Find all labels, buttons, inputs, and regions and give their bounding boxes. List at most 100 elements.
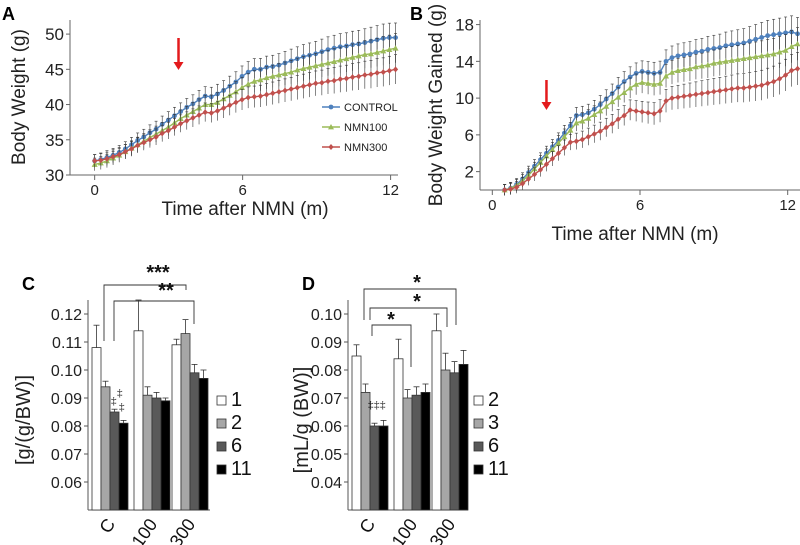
a-point bbox=[392, 45, 399, 51]
b-arrow-head bbox=[541, 102, 552, 110]
c-legend-label-1: 2 bbox=[231, 412, 242, 434]
a-point bbox=[251, 93, 257, 100]
c-category-label: 100 bbox=[128, 515, 162, 545]
b-point bbox=[716, 59, 723, 65]
c-bar bbox=[133, 330, 144, 511]
b-point bbox=[686, 65, 693, 72]
b-point bbox=[788, 43, 795, 50]
a-point bbox=[282, 70, 289, 76]
d-bar bbox=[378, 425, 389, 511]
a-point bbox=[300, 83, 307, 90]
a-ytick-label: 40 bbox=[45, 96, 64, 115]
b-point bbox=[549, 155, 556, 162]
b-point bbox=[543, 161, 550, 168]
b-point bbox=[698, 62, 705, 69]
a-point bbox=[374, 49, 381, 55]
a-point bbox=[171, 124, 178, 131]
d-legend-swatch-0 bbox=[473, 395, 484, 406]
b-point bbox=[585, 115, 592, 121]
c-bar bbox=[160, 400, 171, 511]
a-point bbox=[233, 99, 239, 106]
b-point bbox=[639, 69, 645, 74]
b-point bbox=[567, 139, 573, 146]
b-point bbox=[609, 98, 616, 105]
a-point bbox=[331, 58, 338, 64]
panel-b-xticks: 0 6 12 bbox=[488, 190, 796, 214]
a-point bbox=[116, 151, 122, 158]
b-point bbox=[657, 107, 663, 114]
b-point bbox=[531, 171, 538, 178]
a-point bbox=[374, 69, 380, 76]
d-ytick-label: 0.10 bbox=[311, 307, 342, 324]
d-bar bbox=[431, 330, 442, 511]
c-ytick-label: 0.08 bbox=[51, 419, 82, 436]
a-legend-label-1: NMN100 bbox=[344, 122, 387, 134]
a-point bbox=[275, 71, 282, 78]
panel-label-c: C bbox=[22, 274, 35, 294]
d-category-label: 300 bbox=[426, 515, 460, 545]
a-point bbox=[178, 120, 184, 127]
b-point bbox=[627, 74, 633, 80]
a-point bbox=[331, 77, 337, 84]
a-ytick-label: 45 bbox=[45, 60, 64, 79]
b-point bbox=[579, 118, 586, 124]
a-point bbox=[380, 69, 386, 76]
c-bar bbox=[171, 344, 182, 511]
b-point bbox=[771, 32, 777, 38]
b-xtick-label: 0 bbox=[488, 197, 496, 214]
a-point bbox=[343, 55, 350, 62]
c-legend-swatch-1 bbox=[216, 418, 227, 429]
b-point bbox=[615, 116, 621, 123]
b-ytick-label: 10 bbox=[455, 89, 474, 108]
a-point bbox=[110, 153, 116, 160]
a-point bbox=[153, 133, 159, 140]
d-bracket-3 bbox=[371, 324, 412, 367]
b-point bbox=[603, 124, 609, 131]
a-point bbox=[355, 52, 362, 59]
b-point bbox=[609, 120, 615, 127]
panel-d-yticks: 0.04 0.05 0.06 0.07 0.08 0.09 0.10 bbox=[311, 307, 348, 492]
b-point bbox=[615, 94, 622, 100]
panel-d-annotations: ***‡ ‡ ‡ bbox=[363, 272, 457, 411]
c-bar bbox=[180, 333, 191, 511]
c-legend-swatch-2 bbox=[216, 441, 227, 452]
a-xtick-label: 0 bbox=[90, 182, 98, 199]
b-point bbox=[674, 67, 681, 73]
c-legend-label-0: 1 bbox=[231, 389, 242, 411]
panel-b-xlabel: Time after NMN (m) bbox=[551, 224, 718, 245]
b-series-line-2 bbox=[504, 68, 798, 191]
b-point bbox=[753, 83, 759, 90]
c-bracket-top bbox=[103, 284, 187, 341]
b-point bbox=[692, 63, 699, 70]
panel-a-ylabel: Body Weight (g) bbox=[9, 29, 30, 165]
b-point bbox=[765, 80, 771, 87]
a-point bbox=[331, 45, 337, 51]
a-point bbox=[325, 78, 331, 85]
a-point bbox=[104, 155, 110, 162]
a-point bbox=[294, 84, 300, 91]
b-point bbox=[723, 43, 729, 49]
a-point bbox=[343, 75, 350, 82]
b-point bbox=[633, 81, 640, 87]
b-point bbox=[591, 130, 597, 137]
c-ytick-label: 0.07 bbox=[51, 447, 82, 464]
b-point bbox=[555, 140, 562, 146]
b-point bbox=[537, 166, 544, 173]
a-point bbox=[98, 157, 104, 164]
a-point bbox=[361, 51, 368, 57]
d-bar bbox=[411, 394, 422, 511]
d-ytick-label: 0.06 bbox=[311, 419, 342, 436]
b-point bbox=[633, 70, 639, 76]
panel-a-yticks: 30 35 40 45 50 bbox=[45, 25, 70, 185]
panel-c-yticks: 0.06 0.07 0.08 0.09 0.10 0.11 0.12 bbox=[51, 307, 88, 492]
c-bar bbox=[151, 397, 162, 511]
c-legend-swatch-0 bbox=[216, 395, 227, 406]
c-ytick-label: 0.11 bbox=[52, 335, 82, 352]
a-point bbox=[362, 71, 368, 78]
a-ytick-label: 35 bbox=[45, 131, 64, 150]
d-bar bbox=[449, 372, 460, 511]
b-point bbox=[597, 107, 604, 114]
a-point bbox=[270, 90, 276, 97]
d-bar bbox=[351, 355, 362, 511]
